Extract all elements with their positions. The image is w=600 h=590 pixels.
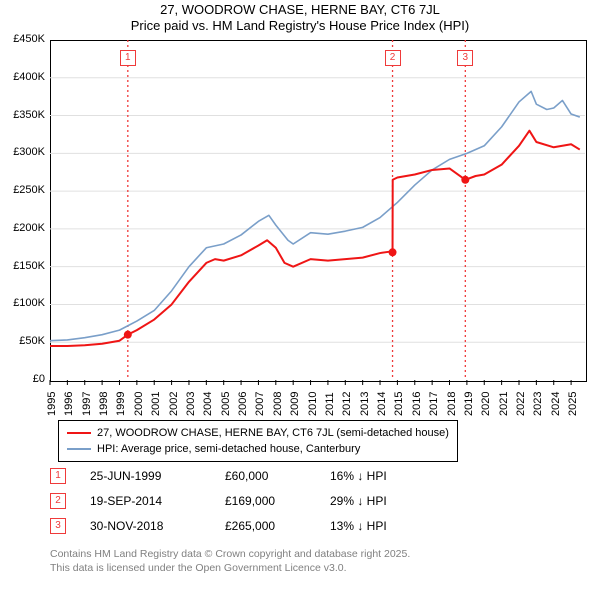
x-tick-label: 2001 (150, 392, 162, 416)
legend-row-property: 27, WOODROW CHASE, HERNE BAY, CT6 7JL (s… (67, 425, 449, 441)
legend: 27, WOODROW CHASE, HERNE BAY, CT6 7JL (s… (58, 420, 458, 462)
x-tick-label: 2015 (393, 392, 405, 416)
x-tick-label: 1999 (115, 392, 127, 416)
x-tick-label: 2021 (498, 392, 510, 416)
x-tick-label: 2024 (550, 392, 562, 416)
y-tick-label: £350K (0, 109, 45, 121)
sale-row-date: 19-SEP-2014 (90, 494, 225, 508)
x-tick-label: 2022 (515, 392, 527, 416)
x-tick-label: 2003 (185, 392, 197, 416)
x-tick-label: 2013 (359, 392, 371, 416)
sale-row: 1 25-JUN-1999£60,00016% ↓ HPI (50, 468, 430, 484)
x-tick-label: 1995 (46, 392, 58, 416)
x-tick-label: 2009 (289, 392, 301, 416)
chart-canvas: 27, WOODROW CHASE, HERNE BAY, CT6 7JL Pr… (0, 0, 600, 590)
x-tick-label: 2002 (168, 392, 180, 416)
marker-box: 1 (120, 50, 136, 66)
y-tick-label: £150K (0, 260, 45, 272)
x-tick-label: 2017 (428, 392, 440, 416)
footer-line-2: This data is licensed under the Open Gov… (50, 562, 347, 574)
y-tick-label: £400K (0, 71, 45, 83)
x-tick-label: 2020 (480, 392, 492, 416)
sale-row-delta: 16% ↓ HPI (330, 469, 430, 483)
marker-box: 3 (457, 50, 473, 66)
y-tick-label: £450K (0, 33, 45, 45)
sale-row-marker: 2 (50, 493, 66, 509)
sale-row: 2 19-SEP-2014£169,00029% ↓ HPI (50, 493, 430, 509)
x-tick-label: 2005 (220, 392, 232, 416)
sale-row-price: £60,000 (225, 469, 330, 483)
x-tick-label: 2014 (376, 392, 388, 416)
sale-row-delta: 13% ↓ HPI (330, 519, 430, 533)
marker-box: 2 (385, 50, 401, 66)
y-tick-label: £200K (0, 222, 45, 234)
y-tick-label: £300K (0, 146, 45, 158)
x-tick-label: 2016 (411, 392, 423, 416)
x-tick-label: 2004 (202, 392, 214, 416)
legend-row-hpi: HPI: Average price, semi-detached house,… (67, 441, 449, 457)
sale-row: 3 30-NOV-2018£265,00013% ↓ HPI (50, 518, 430, 534)
y-tick-label: £250K (0, 184, 45, 196)
x-tick-label: 1997 (81, 392, 93, 416)
x-tick-label: 2019 (463, 392, 475, 416)
x-tick-label: 2011 (324, 392, 336, 416)
sale-row-marker: 3 (50, 518, 66, 534)
sale-row-date: 25-JUN-1999 (90, 469, 225, 483)
x-tick-label: 2000 (133, 392, 145, 416)
x-tick-label: 2025 (567, 392, 579, 416)
sale-row-price: £265,000 (225, 519, 330, 533)
x-tick-label: 1998 (98, 392, 110, 416)
legend-label-property: 27, WOODROW CHASE, HERNE BAY, CT6 7JL (s… (97, 425, 449, 441)
sale-row-delta: 29% ↓ HPI (330, 494, 430, 508)
y-tick-label: £0 (0, 373, 45, 385)
legend-swatch-hpi (67, 448, 91, 450)
sale-row-marker: 1 (50, 468, 66, 484)
y-tick-label: £100K (0, 297, 45, 309)
x-tick-label: 2023 (532, 392, 544, 416)
sale-row-price: £169,000 (225, 494, 330, 508)
x-tick-label: 2007 (254, 392, 266, 416)
x-tick-label: 2010 (307, 392, 319, 416)
legend-label-hpi: HPI: Average price, semi-detached house,… (97, 441, 360, 457)
y-tick-label: £50K (0, 335, 45, 347)
x-tick-label: 2012 (341, 392, 353, 416)
x-tick-label: 2006 (237, 392, 249, 416)
legend-swatch-property (67, 432, 91, 434)
footer-line-1: Contains HM Land Registry data © Crown c… (50, 548, 410, 560)
x-tick-label: 1996 (63, 392, 75, 416)
sale-row-date: 30-NOV-2018 (90, 519, 225, 533)
x-tick-label: 2018 (446, 392, 458, 416)
x-tick-label: 2008 (272, 392, 284, 416)
